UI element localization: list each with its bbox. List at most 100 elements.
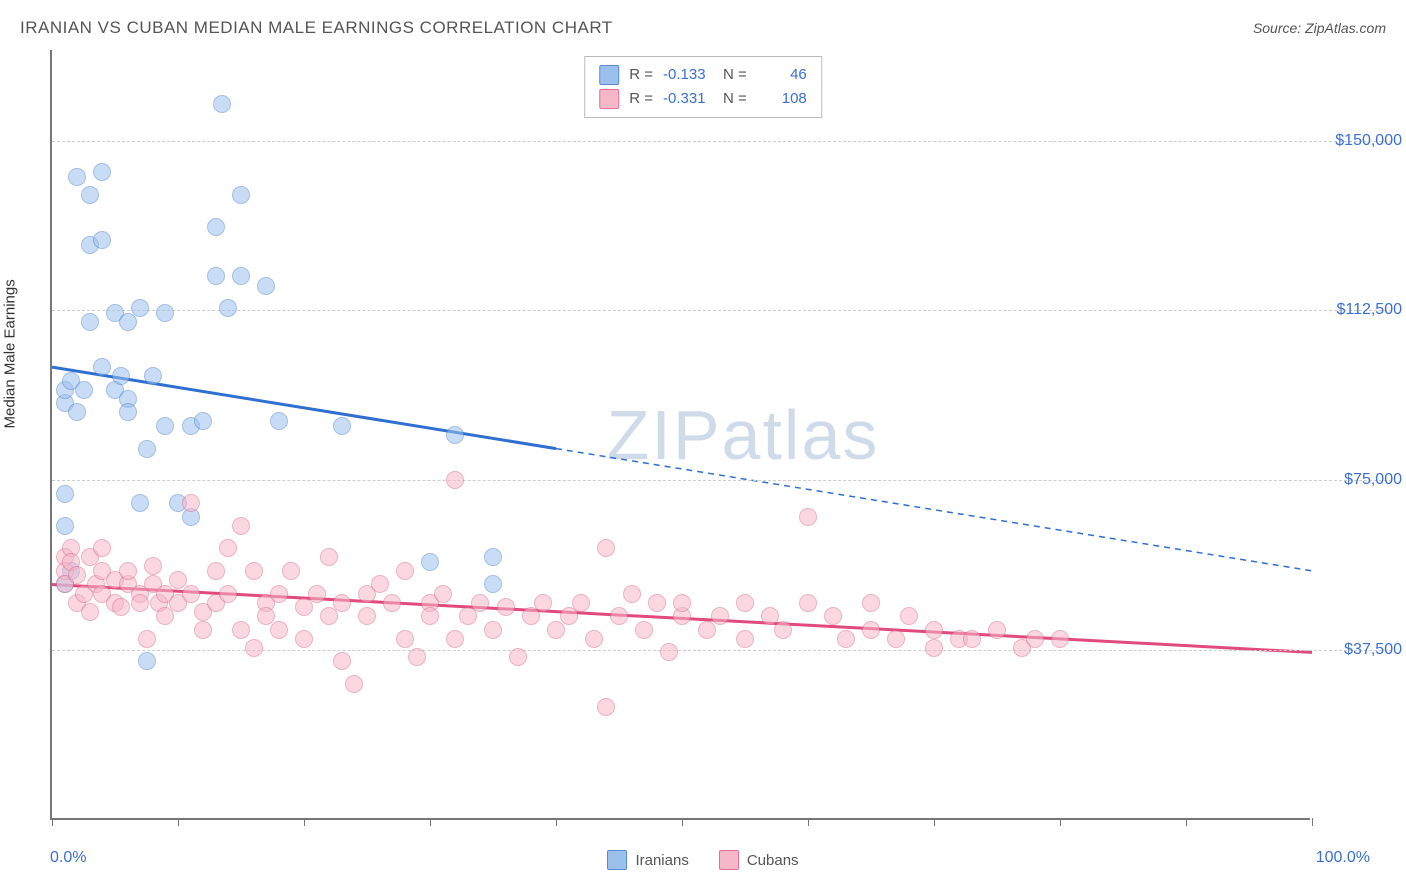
x-tick — [1186, 818, 1187, 826]
data-point — [484, 548, 502, 566]
r-label: R = — [629, 87, 653, 111]
data-point — [446, 630, 464, 648]
data-point — [131, 494, 149, 512]
data-point — [219, 585, 237, 603]
data-point — [131, 299, 149, 317]
data-point — [182, 585, 200, 603]
data-point — [245, 562, 263, 580]
data-point — [56, 517, 74, 535]
data-point — [308, 585, 326, 603]
data-point — [93, 358, 111, 376]
data-point — [471, 594, 489, 612]
x-tick — [304, 818, 305, 826]
data-point — [270, 412, 288, 430]
data-point — [345, 675, 363, 693]
source: Source: ZipAtlas.com — [1253, 20, 1386, 38]
data-point — [119, 562, 137, 580]
data-point — [112, 367, 130, 385]
y-tick-label: $37,500 — [1322, 641, 1402, 659]
data-point — [799, 508, 817, 526]
data-point — [434, 585, 452, 603]
legend-item: Iranians — [607, 850, 688, 870]
data-point — [81, 313, 99, 331]
data-point — [396, 630, 414, 648]
data-point — [156, 417, 174, 435]
legend-label: Iranians — [635, 852, 688, 869]
x-tick — [52, 818, 53, 826]
data-point — [182, 494, 200, 512]
data-point — [81, 603, 99, 621]
gridline — [52, 310, 1392, 311]
r-value: -0.331 — [663, 87, 713, 111]
y-tick-label: $150,000 — [1322, 132, 1402, 150]
data-point — [138, 652, 156, 670]
data-point — [623, 585, 641, 603]
x-tick — [430, 818, 431, 826]
plot-container: ZIPatlas $37,500$75,000$112,500$150,000 — [50, 50, 1310, 820]
legend-swatch — [719, 850, 739, 870]
data-point — [534, 594, 552, 612]
data-point — [635, 621, 653, 639]
data-point — [925, 639, 943, 657]
r-value: -0.133 — [663, 63, 713, 87]
data-point — [213, 95, 231, 113]
data-point — [358, 607, 376, 625]
data-point — [270, 585, 288, 603]
data-point — [320, 548, 338, 566]
data-point — [1026, 630, 1044, 648]
data-point — [484, 621, 502, 639]
chart-title: IRANIAN VS CUBAN MEDIAN MALE EARNINGS CO… — [20, 18, 613, 38]
data-point — [81, 186, 99, 204]
data-point — [585, 630, 603, 648]
n-value: 46 — [757, 63, 807, 87]
data-point — [156, 607, 174, 625]
data-point — [572, 594, 590, 612]
data-point — [194, 412, 212, 430]
data-point — [560, 607, 578, 625]
data-point — [93, 163, 111, 181]
data-point — [673, 594, 691, 612]
data-point — [138, 630, 156, 648]
plot-area: $37,500$75,000$112,500$150,000 — [50, 50, 1310, 820]
data-point — [396, 562, 414, 580]
y-axis-label: Median Male Earnings — [2, 279, 19, 428]
data-point — [383, 594, 401, 612]
source-prefix: Source: — [1253, 20, 1305, 36]
data-point — [1051, 630, 1069, 648]
data-point — [112, 598, 130, 616]
correlation-legend: R =-0.133N =46R =-0.331N =108 — [584, 56, 822, 118]
data-point — [68, 168, 86, 186]
source-value: ZipAtlas.com — [1305, 20, 1386, 36]
data-point — [219, 299, 237, 317]
data-point — [446, 471, 464, 489]
data-point — [68, 403, 86, 421]
data-point — [245, 639, 263, 657]
n-value: 108 — [757, 87, 807, 111]
data-point — [295, 598, 313, 616]
data-point — [320, 607, 338, 625]
r-label: R = — [629, 63, 653, 87]
data-point — [131, 594, 149, 612]
data-point — [900, 607, 918, 625]
data-point — [446, 426, 464, 444]
data-point — [194, 621, 212, 639]
data-point — [988, 621, 1006, 639]
data-point — [295, 630, 313, 648]
data-point — [963, 630, 981, 648]
data-point — [799, 594, 817, 612]
data-point — [270, 621, 288, 639]
data-point — [219, 539, 237, 557]
data-point — [93, 231, 111, 249]
data-point — [522, 607, 540, 625]
x-tick — [556, 818, 557, 826]
data-point — [257, 277, 275, 295]
data-point — [119, 403, 137, 421]
data-point — [824, 607, 842, 625]
data-point — [862, 621, 880, 639]
data-point — [862, 594, 880, 612]
data-point — [56, 485, 74, 503]
x-tick — [682, 818, 683, 826]
data-point — [93, 539, 111, 557]
data-point — [68, 566, 86, 584]
data-point — [282, 562, 300, 580]
